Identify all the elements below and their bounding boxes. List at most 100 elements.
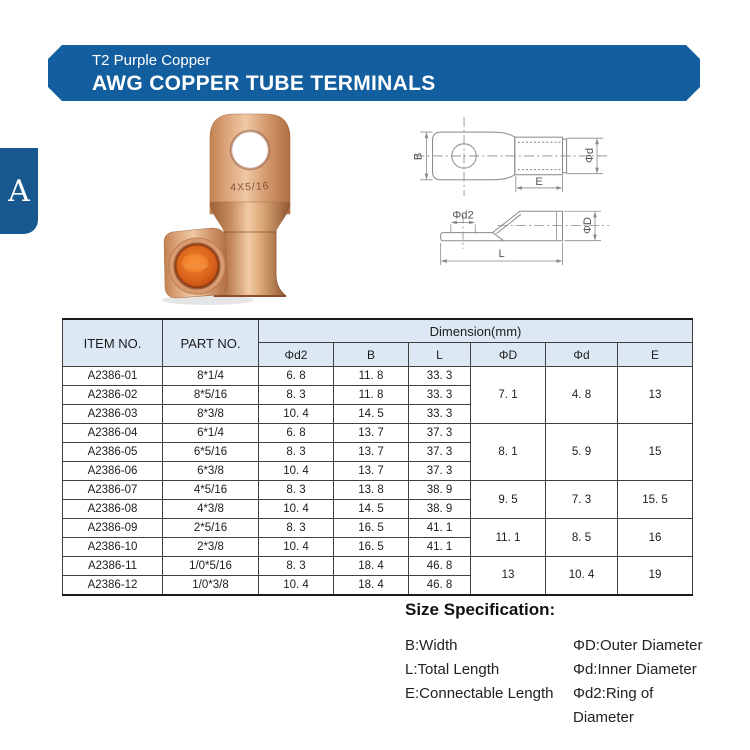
dimension-diagram: B Φd E Φd2 Φ <box>412 116 610 266</box>
l-cell: 38. 9 <box>408 499 471 519</box>
col-header-item-no: ITEM NO. <box>62 318 163 367</box>
table-row: A2386-02 8*5/16 8. 3 11. 8 33. 3 <box>62 385 693 405</box>
item-no-cell: A2386-04 <box>62 423 163 443</box>
item-no-cell: A2386-06 <box>62 461 163 481</box>
label-total-length: L <box>498 248 504 260</box>
spec-item: ΦD:Outer Diameter <box>573 637 703 654</box>
e-cell: 16 <box>616 518 694 557</box>
phid2-cell: 6. 8 <box>258 366 334 386</box>
col-header-phid: Φd <box>545 342 618 367</box>
phid-cell: 8. 5 <box>545 518 618 557</box>
b-cell: 11. 8 <box>333 385 409 405</box>
part-no-cell: 1/0*3/8 <box>162 575 259 595</box>
phid2-cell: 10. 4 <box>258 461 334 481</box>
b-cell: 18. 4 <box>333 575 409 595</box>
item-no-cell: A2386-07 <box>62 480 163 500</box>
spec-table-container: ITEM NO. PART NO. Dimension(mm) Φd2 B L … <box>62 318 694 596</box>
col-header-e: E <box>616 342 694 367</box>
section-index-letter: A <box>8 173 30 209</box>
part-no-cell: 8*3/8 <box>162 404 259 424</box>
l-cell: 37. 3 <box>408 423 471 443</box>
col-header-l: L <box>408 342 471 367</box>
item-no-cell: A2386-01 <box>62 366 163 386</box>
phiD-cell: 13 <box>470 556 546 595</box>
item-no-cell: A2386-05 <box>62 442 163 462</box>
part-no-cell: 2*5/16 <box>162 518 259 538</box>
table-header-row-1: ITEM NO. PART NO. Dimension(mm) <box>62 318 694 367</box>
terminal-standing: 4X5/16 <box>209 113 291 297</box>
phid2-cell: 8. 3 <box>258 480 334 500</box>
phid-cell: 10. 4 <box>545 556 618 595</box>
section-index-tab: A <box>0 148 38 234</box>
page-title: AWG COPPER TUBE TERMINALS <box>92 72 436 95</box>
col-header-phid2: Φd2 <box>258 342 334 367</box>
phid-cell: 5. 9 <box>545 423 618 481</box>
l-cell: 33. 3 <box>408 366 471 386</box>
item-no-cell: A2386-02 <box>62 385 163 405</box>
phid-cell: 4. 8 <box>545 366 618 424</box>
phiD-cell: 9. 5 <box>470 480 546 519</box>
phid2-cell: 10. 4 <box>258 575 334 595</box>
e-cell: 15. 5 <box>616 480 694 519</box>
item-no-cell: A2386-09 <box>62 518 163 538</box>
l-cell: 33. 3 <box>408 385 471 405</box>
phid2-cell: 6. 8 <box>258 423 334 443</box>
label-width-B: B <box>412 153 424 160</box>
spec-item: B:Width <box>405 637 458 654</box>
spec-item: Φd:Inner Diameter <box>573 661 697 678</box>
phid-cell: 7. 3 <box>545 480 618 519</box>
l-cell: 38. 9 <box>408 480 471 500</box>
table-row: A2386-06 6*3/8 10. 4 13. 7 37. 3 <box>62 461 693 481</box>
b-cell: 13. 7 <box>333 423 409 443</box>
e-cell: 13 <box>616 366 694 424</box>
spec-item: L:Total Length <box>405 661 500 678</box>
part-no-cell: 8*5/16 <box>162 385 259 405</box>
b-cell: 11. 8 <box>333 366 409 386</box>
table-row: A2386-09 2*5/16 8. 3 16. 5 41. 1 11. 1 8. 5 16 <box>62 518 694 557</box>
phiD-cell: 11. 1 <box>470 518 546 557</box>
product-photo-illustration: 4X5/16 <box>162 113 291 305</box>
diagram-side-view <box>440 210 610 266</box>
label-inner-diameter: Φd <box>584 148 596 163</box>
phiD-cell: 7. 1 <box>470 366 546 424</box>
l-cell: 41. 1 <box>408 518 471 538</box>
part-no-cell: 1/0*5/16 <box>162 556 259 576</box>
table-row: A2386-12 1/0*3/8 10. 4 18. 4 46. 8 <box>62 575 693 595</box>
part-no-cell: 6*3/8 <box>162 461 259 481</box>
item-no-cell: A2386-10 <box>62 537 163 557</box>
part-no-cell: 2*3/8 <box>162 537 259 557</box>
e-cell: 19 <box>616 556 694 595</box>
diagram-top-view <box>414 116 610 197</box>
ring-hole <box>229 129 271 171</box>
b-cell: 13. 7 <box>333 461 409 481</box>
item-no-cell: A2386-03 <box>62 404 163 424</box>
spec-item: Φd2:Ring of Diameter <box>573 685 654 726</box>
size-specification-section: Size Specification: B:Width L:Total Leng… <box>405 600 715 730</box>
item-no-cell: A2386-12 <box>62 575 163 595</box>
label-ring-diameter: Φd2 <box>452 209 473 221</box>
part-no-cell: 6*5/16 <box>162 442 259 462</box>
terminal-lying <box>163 227 229 299</box>
e-cell: 15 <box>616 423 694 481</box>
l-cell: 37. 3 <box>408 442 471 462</box>
table-row: A2386-07 4*5/16 8. 3 13. 8 38. 9 9. 5 7. 3 15. … <box>62 480 694 519</box>
part-no-cell: 8*1/4 <box>162 366 259 386</box>
size-spec-right-column: ΦD:Outer Diameter Φd:Inner Diameter Φd2:… <box>573 634 715 730</box>
l-cell: 46. 8 <box>408 556 471 576</box>
stamp-text: 4X5/16 <box>230 180 270 194</box>
phid2-cell: 8. 3 <box>258 556 334 576</box>
l-cell: 37. 3 <box>408 461 471 481</box>
col-header-b: B <box>333 342 409 367</box>
part-no-cell: 4*5/16 <box>162 480 259 500</box>
b-cell: 14. 5 <box>333 499 409 519</box>
size-spec-left-column: B:Width L:Total Length E:Connectable Len… <box>405 634 573 730</box>
b-cell: 14. 5 <box>333 404 409 424</box>
item-no-cell: A2386-11 <box>62 556 163 576</box>
col-header-part-no: PART NO. <box>162 318 259 367</box>
phid2-cell: 8. 3 <box>258 385 334 405</box>
b-cell: 16. 5 <box>333 537 409 557</box>
phid2-cell: 8. 3 <box>258 442 334 462</box>
label-outer-diameter: ΦD <box>582 217 594 234</box>
b-cell: 13. 8 <box>333 480 409 500</box>
